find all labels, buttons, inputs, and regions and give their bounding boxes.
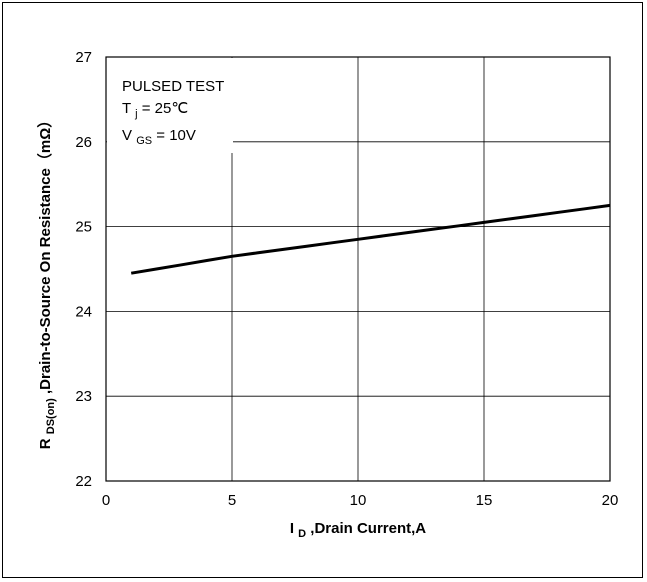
annotation-vgs: V GS = 10V bbox=[122, 127, 196, 148]
y-tick-label: 23 bbox=[75, 388, 92, 405]
annotation-vgs-main: V bbox=[122, 127, 132, 144]
annotation-tj-main: T bbox=[122, 100, 131, 117]
x-axis-label-sub: D bbox=[298, 528, 306, 540]
x-tick-label: 20 bbox=[602, 492, 619, 509]
y-tick-label: 22 bbox=[75, 473, 92, 490]
x-axis-label-rest: ,Drain Current,A bbox=[310, 520, 426, 537]
annotation-background bbox=[107, 58, 233, 153]
series-line-0 bbox=[130, 203, 611, 275]
annotation-pulsed-test: PULSED TEST bbox=[122, 78, 224, 95]
plot-area bbox=[105, 56, 611, 482]
annotation-tj-sub: j bbox=[134, 108, 137, 120]
annotation-tj-rest: = 25℃ bbox=[142, 100, 188, 117]
y-axis-label-main: R bbox=[37, 438, 54, 449]
x-tick-label: 10 bbox=[350, 492, 367, 509]
annotation-vgs-rest: = 10V bbox=[156, 127, 196, 144]
y-tick-label: 25 bbox=[75, 219, 92, 236]
tick-labels: 0 5 10 15 20 22 23 24 25 26 27 bbox=[75, 49, 618, 509]
x-axis-label: I D ,Drain Current,A bbox=[290, 520, 426, 541]
annotation-tj: T j = 25℃ bbox=[122, 100, 188, 121]
y-axis-label-sub: DS(on) bbox=[45, 398, 57, 434]
annotation-vgs-sub: GS bbox=[136, 135, 152, 147]
annotation-box: PULSED TEST T j = 25℃ V GS = 10V bbox=[122, 78, 224, 148]
y-tick-label: 26 bbox=[75, 134, 92, 151]
x-tick-label: 15 bbox=[476, 492, 493, 509]
x-axis-label-main: I bbox=[290, 520, 294, 537]
x-tick-label: 5 bbox=[228, 492, 236, 509]
x-tick-label: 0 bbox=[102, 492, 110, 509]
y-axis-label: R DS(on) ,Drain-to-Source On Resistance（… bbox=[36, 113, 58, 450]
series-layer bbox=[130, 203, 611, 275]
y-axis-label-rest: ,Drain-to-Source On Resistance（mΩ） bbox=[36, 113, 54, 394]
y-tick-label: 27 bbox=[75, 49, 92, 66]
y-tick-label: 24 bbox=[75, 303, 92, 320]
